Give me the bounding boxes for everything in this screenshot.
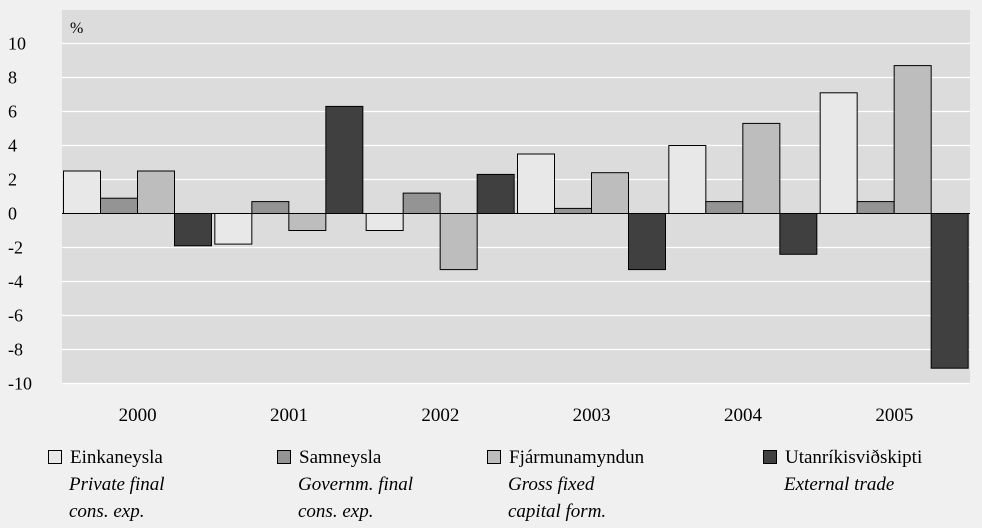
bar (819, 92, 858, 214)
x-tick-label: 2003 (573, 405, 611, 426)
bar (856, 201, 895, 215)
legend-label: Utanríkisviðskipti (785, 447, 923, 468)
y-tick-label: 8 (8, 68, 17, 88)
y-tick-label: 2 (8, 170, 17, 190)
legend-label: Samneysla (299, 447, 382, 468)
legend-item-government: Samneysla Governm. final cons. exp. (277, 444, 413, 525)
bar (63, 170, 101, 214)
bar (325, 105, 364, 214)
x-tick-label: 2002 (421, 405, 459, 426)
legend-swatch (277, 450, 291, 464)
y-tick-label: -10 (8, 374, 32, 394)
legend-label: Fjármunamyndun (509, 447, 645, 468)
bar (668, 145, 707, 214)
bar (779, 213, 818, 255)
bar (476, 173, 515, 214)
bar (893, 65, 932, 214)
x-tick-label: 2001 (270, 405, 308, 426)
y-tick-label: -4 (8, 272, 23, 292)
bar (174, 213, 212, 247)
legend-subtitle: Governm. final (298, 474, 414, 495)
bar (517, 153, 555, 214)
bar (439, 213, 478, 271)
legend-item-private: Einkaneysla Private final cons. exp. (48, 444, 165, 525)
bar (930, 213, 969, 369)
plot-area (62, 10, 970, 384)
bar (742, 122, 781, 214)
bars (63, 65, 969, 369)
gridlines (62, 42, 970, 385)
y-tick-label: -2 (8, 238, 23, 258)
bar (137, 170, 175, 214)
y-tick-label: -8 (8, 340, 23, 360)
legend-swatch (487, 450, 501, 464)
x-tick-labels: 2000 2001 2002 2003 2004 2005 (119, 405, 914, 426)
legend-subtitle: Private final (69, 474, 165, 495)
bar (100, 197, 138, 214)
legend-item-gross-fixed: Fjármunamyndun Gross fixed capital form. (487, 444, 644, 525)
bar (705, 201, 744, 215)
bar (214, 213, 253, 245)
y-tick-label: -6 (8, 306, 23, 326)
legend-swatch (763, 450, 777, 464)
legend-label: Einkaneysla (70, 447, 163, 468)
x-tick-label: 2004 (724, 405, 763, 426)
legend-subtitle: Gross fixed (508, 474, 595, 495)
bar (288, 213, 327, 231)
legend-item-external-trade: Utanríkisviðskipti External trade (763, 444, 922, 498)
y-tick-label: 0 (8, 204, 17, 224)
y-tick-label: 4 (8, 136, 17, 156)
bar (591, 172, 629, 214)
legend-subtitle: cons. exp. (298, 501, 374, 522)
bar (628, 213, 666, 271)
bar (365, 213, 404, 231)
legend-subtitle: cons. exp. (69, 501, 145, 522)
bar (402, 192, 441, 215)
y-tick-label: 6 (8, 102, 17, 122)
legend-swatch (48, 450, 62, 464)
y-tick-label: 10 (8, 34, 26, 54)
x-tick-label: 2000 (119, 405, 157, 426)
bar (251, 201, 290, 215)
bar (554, 207, 592, 214)
y-unit-label: % (70, 20, 83, 37)
legend: Einkaneysla Private final cons. exp. Sam… (0, 444, 982, 528)
y-tick-labels: 10 8 6 4 2 0 -2 -4 -6 -8 -10 (8, 34, 32, 394)
x-tick-label: 2005 (875, 405, 913, 426)
legend-subtitle: capital form. (508, 501, 607, 522)
legend-subtitle: External trade (784, 474, 895, 495)
